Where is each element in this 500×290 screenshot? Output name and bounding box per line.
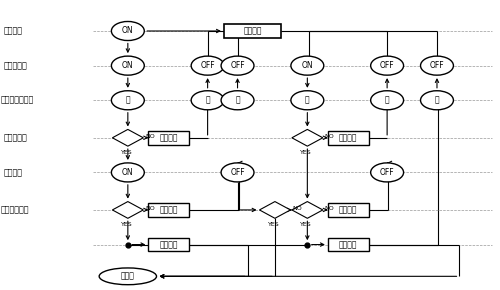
- Text: OFF: OFF: [200, 61, 215, 70]
- Text: OFF: OFF: [380, 168, 394, 177]
- Text: 閉: 閉: [434, 96, 440, 105]
- Circle shape: [191, 56, 224, 75]
- Text: 開: 開: [305, 96, 310, 105]
- Text: NO: NO: [325, 206, 334, 211]
- Text: ON: ON: [122, 61, 134, 70]
- Text: タイマー: タイマー: [160, 240, 178, 249]
- Circle shape: [112, 91, 144, 110]
- FancyBboxPatch shape: [148, 238, 189, 251]
- Text: NO: NO: [325, 134, 334, 139]
- Polygon shape: [112, 129, 144, 146]
- Text: NO: NO: [292, 206, 302, 211]
- Circle shape: [221, 163, 254, 182]
- Text: モーターバルブ: モーターバルブ: [0, 96, 34, 105]
- Text: YES: YES: [120, 150, 132, 155]
- Text: タイマー: タイマー: [160, 205, 178, 214]
- Circle shape: [221, 56, 254, 75]
- FancyBboxPatch shape: [148, 203, 189, 217]
- Circle shape: [370, 163, 404, 182]
- Text: 開: 開: [126, 96, 130, 105]
- Text: YES: YES: [120, 222, 132, 227]
- Text: 閉: 閉: [385, 96, 390, 105]
- Text: OFF: OFF: [230, 61, 245, 70]
- Ellipse shape: [99, 268, 156, 285]
- FancyBboxPatch shape: [328, 131, 368, 145]
- Circle shape: [370, 56, 404, 75]
- Text: ON: ON: [302, 61, 313, 70]
- Text: OFF: OFF: [380, 61, 394, 70]
- Text: 運　転: 運 転: [121, 272, 135, 281]
- Text: YES: YES: [300, 150, 312, 155]
- FancyBboxPatch shape: [148, 131, 189, 145]
- Text: タイマー: タイマー: [339, 133, 357, 142]
- Text: OFF: OFF: [230, 168, 245, 177]
- Text: タイマー: タイマー: [339, 205, 357, 214]
- Text: OFF: OFF: [430, 61, 444, 70]
- Text: タイマー: タイマー: [160, 133, 178, 142]
- Polygon shape: [260, 202, 290, 218]
- Text: アラーム: アラーム: [243, 26, 262, 35]
- Circle shape: [420, 56, 454, 75]
- Text: タイマー: タイマー: [339, 240, 357, 249]
- Text: NO: NO: [146, 134, 155, 139]
- Text: ON: ON: [122, 26, 134, 35]
- Text: 閉: 閉: [206, 96, 210, 105]
- Text: NO: NO: [146, 206, 155, 211]
- Polygon shape: [292, 129, 323, 146]
- Text: 無送水検知器: 無送水検知器: [0, 205, 29, 214]
- Text: 主ポンプ: 主ポンプ: [3, 168, 22, 177]
- Circle shape: [291, 91, 324, 110]
- Circle shape: [112, 21, 144, 41]
- FancyBboxPatch shape: [224, 24, 281, 38]
- Text: ON: ON: [122, 168, 134, 177]
- Text: 起動指令: 起動指令: [3, 26, 22, 35]
- Circle shape: [112, 56, 144, 75]
- Text: YES: YES: [268, 222, 279, 227]
- Circle shape: [291, 56, 324, 75]
- Circle shape: [112, 163, 144, 182]
- Text: 閉: 閉: [235, 96, 240, 105]
- Circle shape: [221, 91, 254, 110]
- Polygon shape: [292, 202, 323, 218]
- Polygon shape: [112, 202, 144, 218]
- Circle shape: [370, 91, 404, 110]
- FancyBboxPatch shape: [328, 238, 368, 251]
- Circle shape: [191, 91, 224, 110]
- Circle shape: [420, 91, 454, 110]
- Text: YES: YES: [300, 222, 312, 227]
- Text: 満水検知器: 満水検知器: [3, 133, 27, 142]
- Text: 抽気ポンプ: 抽気ポンプ: [3, 61, 27, 70]
- FancyBboxPatch shape: [328, 203, 368, 217]
